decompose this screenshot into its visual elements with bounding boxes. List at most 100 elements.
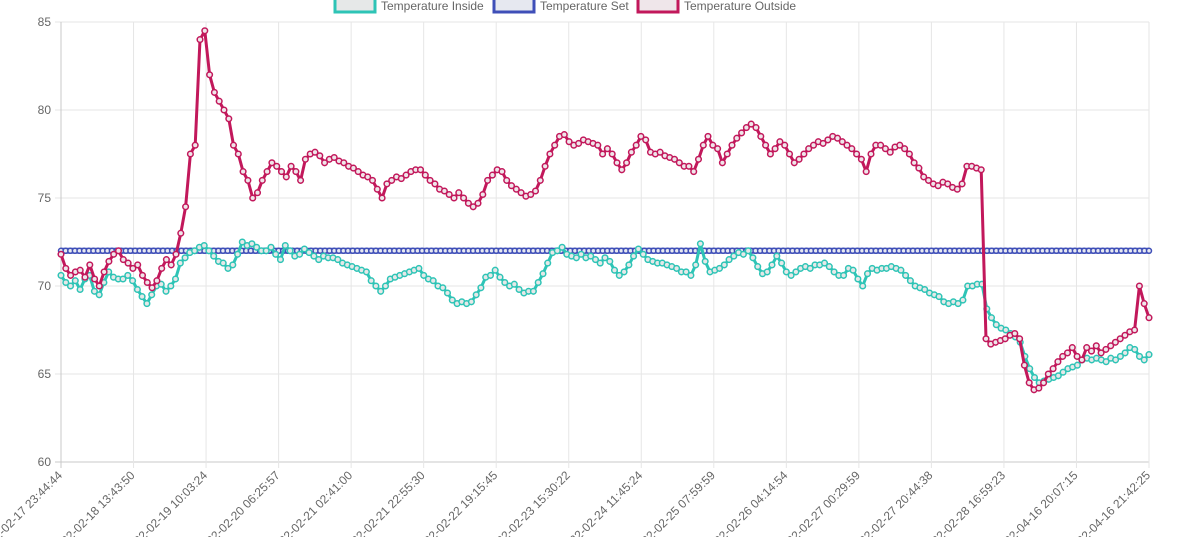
data-point xyxy=(553,247,561,255)
data-point xyxy=(460,194,468,202)
data-point xyxy=(958,180,966,188)
data-point xyxy=(749,254,757,262)
data-point xyxy=(1001,335,1009,343)
legend-swatch xyxy=(333,0,377,14)
data-point xyxy=(229,261,237,269)
data-point xyxy=(301,155,309,163)
data-point xyxy=(515,285,523,294)
data-point xyxy=(205,247,213,255)
legend-swatch xyxy=(636,0,680,14)
data-point xyxy=(300,245,308,253)
data-point xyxy=(572,254,580,262)
y-tick-label: 60 xyxy=(38,455,52,469)
data-point xyxy=(1145,314,1153,322)
data-point xyxy=(782,268,790,276)
data-point xyxy=(267,243,275,251)
data-point xyxy=(484,176,492,184)
data-point xyxy=(692,261,700,269)
data-point xyxy=(349,164,357,172)
data-point xyxy=(1073,361,1081,369)
data-point xyxy=(234,150,242,158)
data-point xyxy=(587,252,595,260)
data-point xyxy=(439,284,447,292)
data-point xyxy=(560,131,568,139)
data-point xyxy=(558,243,566,251)
data-point xyxy=(171,275,180,283)
data-point xyxy=(143,300,151,308)
data-point xyxy=(282,173,290,181)
data-point xyxy=(534,278,542,287)
data-point xyxy=(610,266,619,274)
data-point xyxy=(440,187,448,195)
data-point xyxy=(539,270,547,278)
data-point xyxy=(1030,373,1039,382)
data-point xyxy=(1111,338,1119,346)
data-point xyxy=(625,261,633,269)
data-point xyxy=(682,268,690,276)
data-point xyxy=(496,273,504,281)
data-point xyxy=(886,148,894,156)
data-point xyxy=(709,141,717,149)
data-point xyxy=(311,148,319,156)
data-point xyxy=(503,176,511,184)
data-point xyxy=(354,168,362,176)
data-point xyxy=(739,250,747,258)
data-point xyxy=(656,148,664,156)
data-point xyxy=(448,296,456,304)
data-point xyxy=(196,36,204,44)
data-point xyxy=(253,189,262,197)
data-point xyxy=(838,138,846,146)
legend-item[interactable]: Temperature Inside xyxy=(333,0,484,14)
data-point xyxy=(733,134,741,142)
data-point xyxy=(133,285,141,294)
data-point xyxy=(905,150,913,158)
data-point xyxy=(551,141,559,149)
legend-item[interactable]: Temperature Outside xyxy=(636,0,796,14)
data-point xyxy=(959,296,967,304)
data-point xyxy=(1121,331,1129,339)
data-point xyxy=(934,182,942,190)
data-point xyxy=(310,252,318,260)
data-point xyxy=(987,314,996,322)
data-point xyxy=(200,241,208,250)
data-point xyxy=(992,321,1000,329)
legend-item[interactable]: Temperature Set xyxy=(492,0,629,14)
data-point xyxy=(906,277,914,285)
data-point xyxy=(1145,351,1153,359)
data-point xyxy=(544,259,552,267)
data-point xyxy=(1121,349,1129,357)
data-point xyxy=(201,27,209,35)
data-point xyxy=(367,277,375,285)
data-point xyxy=(1140,356,1148,364)
data-point xyxy=(1112,356,1120,364)
data-point xyxy=(785,150,794,158)
chart-grid xyxy=(55,21,1150,468)
data-point xyxy=(1068,344,1076,352)
data-point xyxy=(124,259,132,267)
data-point xyxy=(397,175,405,183)
data-point xyxy=(790,159,798,167)
data-point xyxy=(210,252,218,260)
data-point xyxy=(627,148,635,156)
data-point xyxy=(591,256,600,264)
data-point xyxy=(373,185,381,193)
data-point xyxy=(148,284,156,292)
data-point xyxy=(806,264,814,272)
data-point xyxy=(415,264,423,272)
data-point xyxy=(297,176,305,184)
data-point xyxy=(809,141,818,149)
data-point xyxy=(862,168,870,176)
data-point xyxy=(383,180,391,188)
data-point xyxy=(747,120,755,128)
data-point xyxy=(253,243,261,251)
data-point xyxy=(776,138,784,146)
series-temperature-inside xyxy=(57,238,1153,387)
data-point xyxy=(138,293,146,301)
data-point xyxy=(805,145,813,153)
data-point xyxy=(421,171,429,179)
data-point xyxy=(744,247,752,255)
data-point xyxy=(863,270,872,278)
data-point xyxy=(129,264,137,272)
data-point xyxy=(426,176,434,184)
